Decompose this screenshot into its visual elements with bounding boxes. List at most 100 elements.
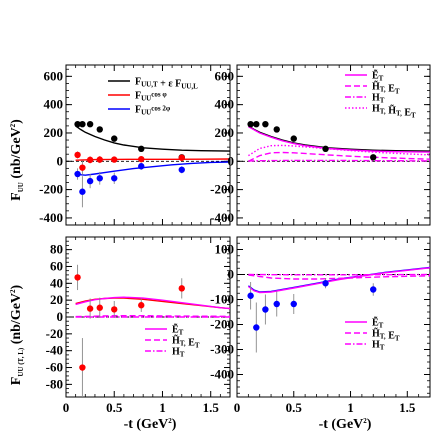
y-tick-label: 600 [44, 68, 64, 83]
data-point-black [262, 120, 269, 128]
legend-label: FUUcos 2φ [135, 105, 171, 117]
data-point-black [290, 135, 297, 142]
plot-frame [236, 236, 431, 398]
data-point-red [79, 364, 86, 371]
series-line-magenta-dotted [248, 144, 430, 157]
y-axis-title-top: FUU (nb/GeV2) [9, 119, 25, 201]
y-tick-label: -400 [210, 367, 234, 382]
y-tick-label: 0 [228, 267, 235, 282]
x-axis-title-left: -t (GeV2) [124, 417, 177, 432]
data-point-red [111, 156, 118, 163]
legend-label: HT [372, 340, 385, 352]
data-point-red [79, 164, 86, 171]
legend-label: HT [172, 347, 185, 359]
data-point-blue [178, 166, 185, 173]
data-point-blue [262, 306, 269, 313]
data-point-blue [273, 300, 280, 308]
y-tick-label: -20 [46, 326, 63, 341]
y-tick-label: 400 [215, 97, 235, 112]
data-point-blue [138, 163, 145, 170]
series-line-magenta-dashed [248, 151, 430, 162]
y-tick-label: 400 [44, 97, 64, 112]
x-tick-label: 1 [347, 400, 354, 415]
data-point-blue [253, 324, 260, 331]
data-point-black [253, 120, 260, 128]
data-point-blue [370, 286, 377, 293]
data-point-red [138, 302, 145, 309]
x-tick-label: 0 [63, 400, 70, 415]
data-point-black [322, 145, 329, 153]
y-tick-label: -400 [210, 210, 234, 225]
y-tick-label: -200 [39, 182, 63, 197]
series-line-black-solid [75, 125, 230, 152]
legend-label: FUU,T + ε FUU,L [135, 77, 198, 91]
plot-frame [65, 64, 231, 226]
legend-label: H̃T, ET [372, 80, 400, 96]
y-tick-label: -100 [210, 292, 234, 307]
y-tick-label: 60 [50, 258, 63, 273]
data-point-blue [74, 170, 81, 178]
data-point-black [370, 154, 377, 161]
series-line-magenta-dashdot [248, 159, 430, 162]
y-axis-title-bottom: FUU (T, L) (nb/GeV2) [9, 284, 25, 385]
y-tick-label: 0 [57, 153, 64, 168]
x-axis-title-right: -t (GeV2) [319, 417, 372, 432]
x-tick-label: 0.5 [106, 400, 123, 415]
data-point-black [247, 120, 254, 128]
data-point-red [178, 154, 185, 161]
series-line-magenta-solid [75, 296, 230, 310]
series-line-blue-solid [75, 161, 230, 176]
y-tick-label: -300 [210, 342, 234, 357]
y-tick-label: 600 [215, 68, 235, 83]
y-tick-label: 200 [215, 125, 235, 140]
data-point-red [74, 151, 81, 159]
data-point-red [96, 156, 103, 163]
x-tick-label: 0.5 [286, 400, 303, 415]
series-line-magenta-solid [248, 125, 430, 153]
legend-label: HT, H̃T, ET [372, 104, 416, 120]
data-point-black [96, 126, 103, 133]
legend-label: ẼT [372, 70, 384, 83]
data-point-blue [322, 280, 329, 287]
legend-label: H̃T, ET [172, 334, 200, 350]
x-tick-label: 1.5 [203, 400, 220, 415]
y-tick-label: 20 [50, 292, 63, 307]
data-point-black [138, 145, 145, 153]
data-point-blue [290, 300, 297, 308]
y-tick-label: -40 [46, 343, 63, 358]
legend-label: H̃T, ET [372, 327, 400, 343]
y-tick-label: 0 [228, 153, 235, 168]
data-point-blue [79, 188, 86, 195]
legend-label: FUUcos φ [135, 91, 167, 103]
y-tick-label: -80 [46, 376, 63, 391]
legend-label: ẼT [372, 317, 384, 330]
y-tick-label: 40 [50, 275, 63, 290]
y-tick-label: 100 [215, 242, 235, 257]
y-tick-label: -200 [210, 317, 234, 332]
data-point-red [86, 156, 94, 164]
data-point-blue [247, 292, 254, 299]
data-point-blue [111, 175, 118, 182]
x-tick-label: 1 [159, 400, 166, 415]
y-tick-label: -200 [210, 182, 234, 197]
data-point-red [111, 306, 118, 313]
series-line-magenta-dashed [75, 315, 230, 318]
y-tick-label: 0 [57, 309, 64, 324]
y-tick-label: -60 [46, 360, 63, 375]
data-point-black [79, 120, 86, 128]
data-point-red [74, 274, 81, 281]
data-point-black [86, 120, 94, 128]
series-line-magenta-solid [247, 267, 430, 294]
data-point-black [111, 135, 118, 142]
y-tick-label: 200 [44, 125, 64, 140]
series-line-magenta-dashed [248, 274, 430, 280]
data-point-red [138, 155, 145, 163]
